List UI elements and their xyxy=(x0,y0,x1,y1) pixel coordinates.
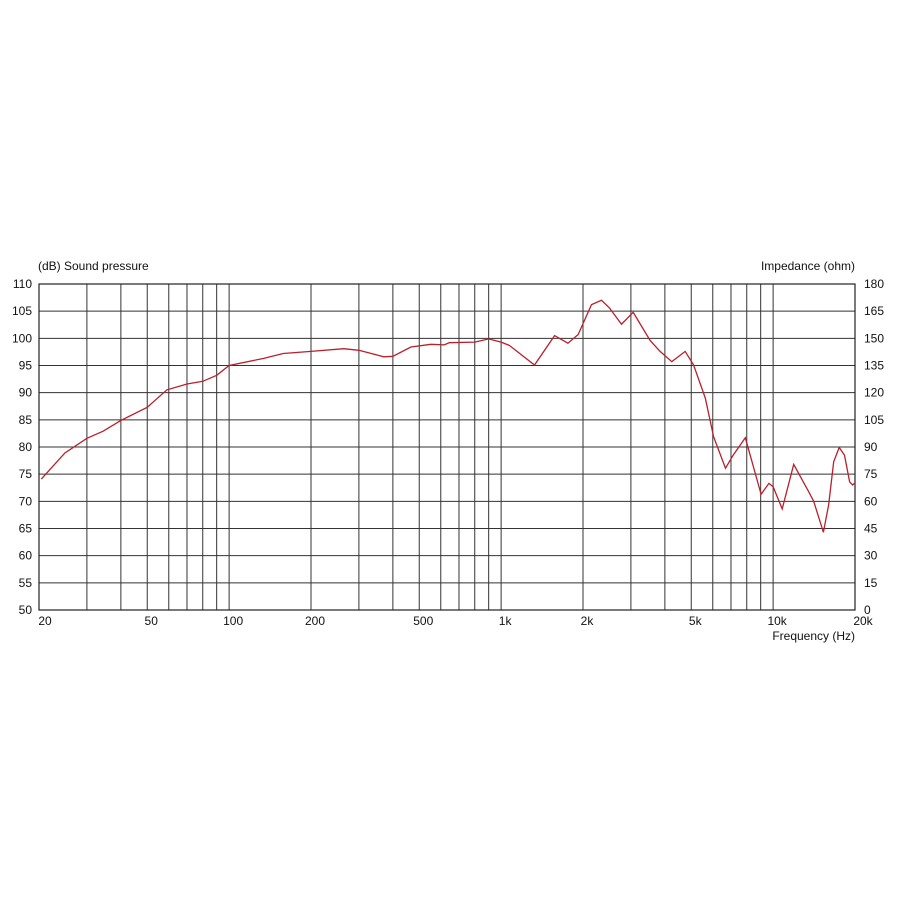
y2-tick-label: 150 xyxy=(864,331,884,345)
y2-tick-label: 180 xyxy=(864,277,884,291)
x-tick-label: 50 xyxy=(145,614,159,628)
y2-tick-label: 165 xyxy=(864,304,884,318)
y-tick-label: 55 xyxy=(19,576,33,590)
y2-tick-label: 45 xyxy=(864,522,878,536)
x-tick-label: 1k xyxy=(499,614,513,628)
y-tick-label: 70 xyxy=(19,494,33,508)
grid xyxy=(39,283,855,611)
y2-tick-label: 60 xyxy=(864,494,878,508)
x-tick-label: 2k xyxy=(581,614,595,628)
y2-tick-label: 90 xyxy=(864,440,878,454)
y2-tick-label: 120 xyxy=(864,386,884,400)
y-tick-label: 85 xyxy=(19,413,33,427)
y-tick-label: 100 xyxy=(12,331,32,345)
y2-tick-label: 135 xyxy=(864,359,884,373)
y2-tick-label: 15 xyxy=(864,576,878,590)
y-tick-label: 90 xyxy=(19,386,33,400)
x-tick-label: 200 xyxy=(305,614,325,628)
y2-tick-label: 0 xyxy=(864,603,871,617)
x-tick-label: 10k xyxy=(767,614,787,628)
x-tick-label: 20 xyxy=(38,614,52,628)
y-tick-label: 110 xyxy=(13,277,32,291)
y2-axis-label: Impedance (ohm) xyxy=(761,259,855,273)
x-tick-label: 20k xyxy=(853,614,873,628)
y-tick-label: 105 xyxy=(12,304,32,318)
plot-frame xyxy=(38,283,856,611)
y-tick-label: 75 xyxy=(19,467,33,481)
y-tick-label: 95 xyxy=(19,359,33,373)
x-tick-label: 5k xyxy=(689,614,703,628)
x-axis-label: Frequency (Hz) xyxy=(772,629,855,643)
y-tick-label: 65 xyxy=(19,522,33,536)
y2-tick-label: 105 xyxy=(864,413,884,427)
x-tick-label: 500 xyxy=(413,614,433,628)
y-tick-label: 50 xyxy=(19,603,33,617)
y-tick-label: 80 xyxy=(19,440,33,454)
y-axis-label: (dB) Sound pressure xyxy=(38,259,149,273)
sound-pressure-curve xyxy=(40,299,856,533)
x-tick-label: 100 xyxy=(223,614,243,628)
y2-tick-label: 75 xyxy=(864,467,878,481)
y2-tick-label: 30 xyxy=(864,549,878,563)
y-tick-label: 60 xyxy=(19,549,33,563)
